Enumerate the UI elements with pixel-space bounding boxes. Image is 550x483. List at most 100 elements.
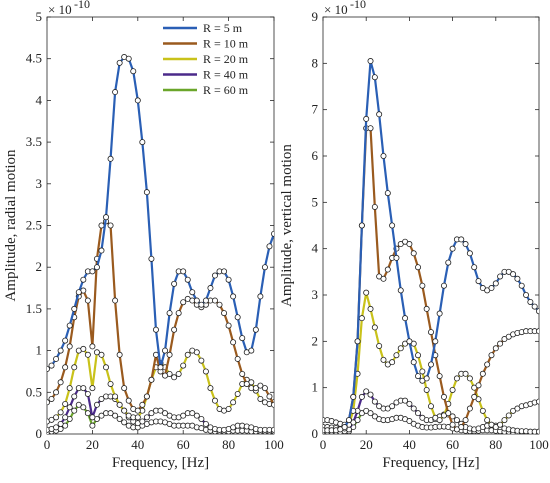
data-point-r-5-m [112, 89, 119, 96]
data-point-r-20-m [497, 421, 504, 428]
data-point-r-5-m [221, 268, 228, 275]
data-point-r-20-m [207, 385, 214, 392]
data-point-r-10-m [410, 250, 417, 257]
data-point-r-5-m [171, 280, 178, 287]
data-point-r-5-m [271, 230, 274, 237]
data-point-r-5-m [134, 97, 141, 104]
data-point-r-5-m [393, 254, 400, 261]
data-point-r-5-m [239, 335, 246, 342]
x-tick-label: 80 [222, 437, 235, 452]
data-point-r-5-m [234, 314, 241, 321]
data-point-r-10-m [47, 399, 50, 406]
data-point-r-5-m [380, 152, 387, 159]
data-point-r-20-m [89, 385, 96, 392]
data-point-r-5-m [166, 310, 173, 317]
data-point-r-5-m [341, 424, 348, 431]
y-tick-label: 9 [312, 9, 319, 24]
data-point-r-5-m [57, 347, 64, 354]
data-point-r-40-m [57, 420, 64, 427]
y-tick-label: 2 [36, 259, 43, 274]
data-point-r-10-m [436, 373, 443, 380]
data-point-r-20-m [230, 399, 237, 406]
data-point-r-40-m [143, 414, 150, 421]
x-tick-label: 60 [177, 437, 190, 452]
data-point-r-10-m [239, 370, 246, 377]
y-tick-label: 4.5 [26, 51, 42, 66]
data-point-r-5-m [458, 236, 465, 243]
data-point-r-5-m [152, 326, 159, 333]
data-point-r-20-m [453, 375, 460, 382]
data-point-r-10-m [139, 401, 146, 408]
chart-panel-2: 0 20 40 60 80 100 0 1 2 3 4 5 6 7 8 9 × 10 -10 Frequency, … [279, 0, 549, 471]
data-point-r-5-m [410, 359, 417, 366]
y-tick-label: 3 [36, 176, 43, 191]
data-point-r-10-m [125, 397, 132, 404]
data-point-r-5-m [48, 362, 55, 369]
data-point-r-60-m [116, 415, 123, 422]
data-point-r-20-m [171, 374, 178, 381]
data-point-r-5-m [432, 338, 439, 345]
data-point-r-10-m [427, 329, 434, 336]
data-point-r-5-m [376, 111, 383, 118]
data-point-r-10-m [384, 266, 391, 273]
data-point-r-10-m [419, 282, 426, 289]
data-point-r-10-m [488, 352, 495, 359]
data-point-r-5-m [367, 58, 374, 65]
legend-label: R = 5 m [203, 21, 243, 35]
data-point-r-20-m [53, 414, 60, 421]
legend-label: R = 40 m [203, 68, 249, 82]
data-point-r-5-m [406, 338, 413, 345]
data-point-r-20-m [211, 397, 218, 404]
data-point-r-5-m [143, 189, 150, 196]
data-point-r-60-m [80, 404, 87, 411]
x-tick-label: 80 [489, 437, 502, 452]
data-point-r-5-m [193, 297, 200, 304]
data-point-r-5-m [536, 308, 539, 315]
data-point-r-10-m [162, 372, 169, 379]
data-point-r-5-m [139, 139, 146, 146]
data-point-r-10-m [492, 345, 499, 352]
data-point-r-5-m [148, 255, 155, 262]
data-point-r-40-m [453, 417, 460, 424]
scale-factor-label: × 10 [324, 2, 348, 17]
data-point-r-5-m [257, 293, 264, 300]
data-point-r-10-m [166, 351, 173, 358]
data-point-r-20-m [380, 356, 387, 363]
data-point-r-20-m [134, 414, 141, 421]
data-point-r-20-m [484, 417, 491, 424]
data-point-r-60-m [71, 407, 78, 414]
data-point-r-10-m [121, 385, 128, 392]
data-point-r-5-m [107, 155, 114, 162]
data-point-r-10-m [466, 405, 473, 412]
data-point-r-10-m [134, 407, 141, 414]
data-point-r-40-m [98, 395, 105, 402]
y-tick-label: 1 [36, 343, 43, 358]
data-point-r-20-m [358, 315, 365, 322]
x-tick-label: 40 [131, 437, 144, 452]
scale-factor-exponent: -10 [74, 0, 90, 11]
data-point-r-40-m [93, 401, 100, 408]
x-tick-label: 100 [529, 437, 549, 452]
data-point-r-5-m [62, 337, 69, 344]
data-point-r-5-m [162, 347, 169, 354]
data-point-r-5-m [53, 355, 60, 362]
data-point-r-20-m [193, 349, 200, 356]
data-point-r-40-m [89, 414, 96, 421]
data-point-r-5-m [415, 373, 422, 380]
data-point-r-10-m [440, 393, 447, 400]
data-point-r-20-m [225, 405, 232, 412]
data-point-r-40-m [415, 410, 422, 417]
data-point-r-20-m [234, 390, 241, 397]
data-point-r-10-m [371, 203, 378, 210]
data-point-r-20-m [363, 289, 370, 296]
data-point-r-5-m [397, 287, 404, 294]
data-point-r-5-m [363, 115, 370, 122]
data-point-r-5-m [66, 322, 73, 329]
data-point-r-10-m [116, 351, 123, 358]
data-point-r-5-m [449, 245, 456, 252]
data-point-r-40-m [157, 407, 164, 414]
data-point-r-10-m [380, 275, 387, 282]
data-point-r-5-m [130, 68, 137, 75]
data-point-r-10-m [66, 343, 73, 350]
